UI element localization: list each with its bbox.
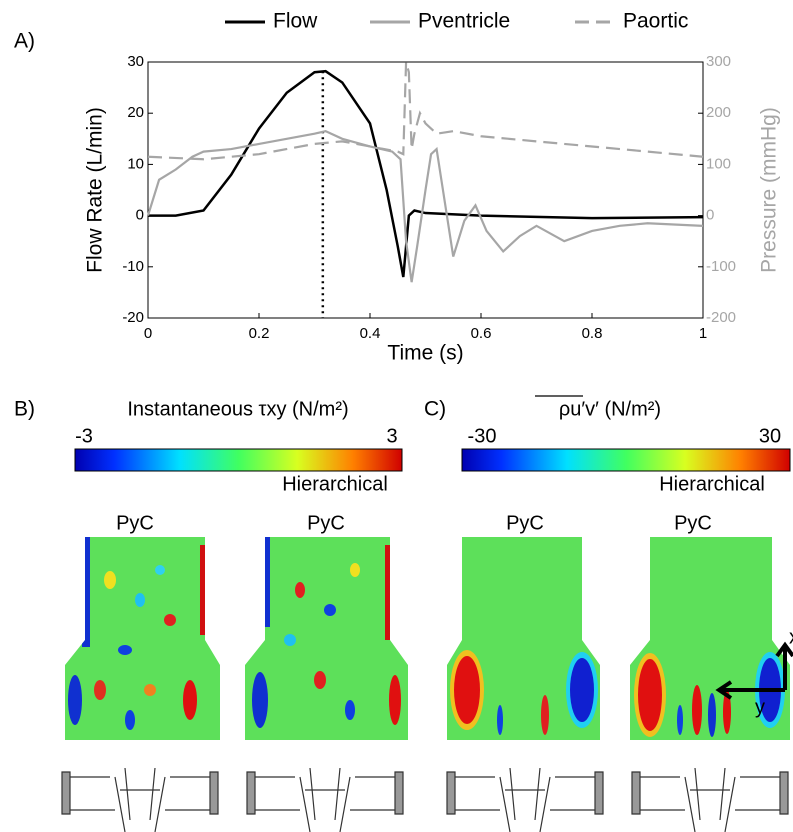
x-tick-label: 0.8 [582,325,603,342]
x-axis-label: Time (s) [387,342,463,365]
contour-image [447,537,600,740]
x-tick-label: 0.4 [360,325,381,342]
y-tick-label: -10 [122,258,144,275]
y-tick-label: 10 [127,155,144,172]
group-label: Hierarchical [659,473,765,495]
panel-label: B) [14,398,35,421]
colorbar-min: -30 [468,425,497,447]
y-tick-label: 20 [127,104,144,121]
image-label: PyC [506,512,544,534]
y2-tick-label: 300 [706,53,731,70]
y2-tick-label: -200 [706,309,736,326]
contour-image [630,537,790,740]
x-tick-label: 0.6 [471,325,492,342]
y2-axis-label: Pressure (mmHg) [758,107,781,273]
x-tick-label: 0.2 [249,325,270,342]
legend-label: Pventricle [418,10,510,33]
contour-image [245,537,408,740]
group-label: Hierarchical [282,473,388,495]
valve-schematics [61,767,789,832]
colorbar-max: 3 [386,425,397,447]
series-line [147,61,704,161]
colorbar-max: 30 [759,425,781,447]
panel-label: A) [14,30,35,53]
y-axis-label: Flow Rate (L/min) [84,107,107,273]
image-label: PyC [674,512,712,534]
y-tick-label: -20 [122,309,144,326]
colorbar-title: ρu′v′ (N/m²) [559,398,661,420]
y2-tick-label: -100 [706,258,736,275]
panel-label: C) [424,398,446,421]
colorbar [461,448,791,472]
x-tick-label: 1 [699,325,707,342]
series-line [146,129,704,283]
axis-letter: y [755,696,765,718]
y-tick-label: 0 [136,207,144,224]
axis-letter: x [789,626,793,648]
image-label: PyC [116,512,154,534]
y-tick-label: 30 [127,53,144,70]
legend-label: Flow [273,10,318,33]
plot-frame [147,61,704,319]
y2-tick-label: 100 [706,155,731,172]
contour-image [65,537,220,740]
axis-arrows [715,641,793,700]
legend-label: Paortic [623,10,688,33]
y2-tick-label: 200 [706,104,731,121]
colorbar-title: Instantaneous τxy (N/m²) [127,398,348,420]
image-label: PyC [307,512,345,534]
y2-tick-label: 0 [706,207,714,224]
colorbar-min: -3 [75,425,93,447]
series-line [148,69,704,278]
colorbar [74,448,403,472]
x-tick-label: 0 [144,325,152,342]
